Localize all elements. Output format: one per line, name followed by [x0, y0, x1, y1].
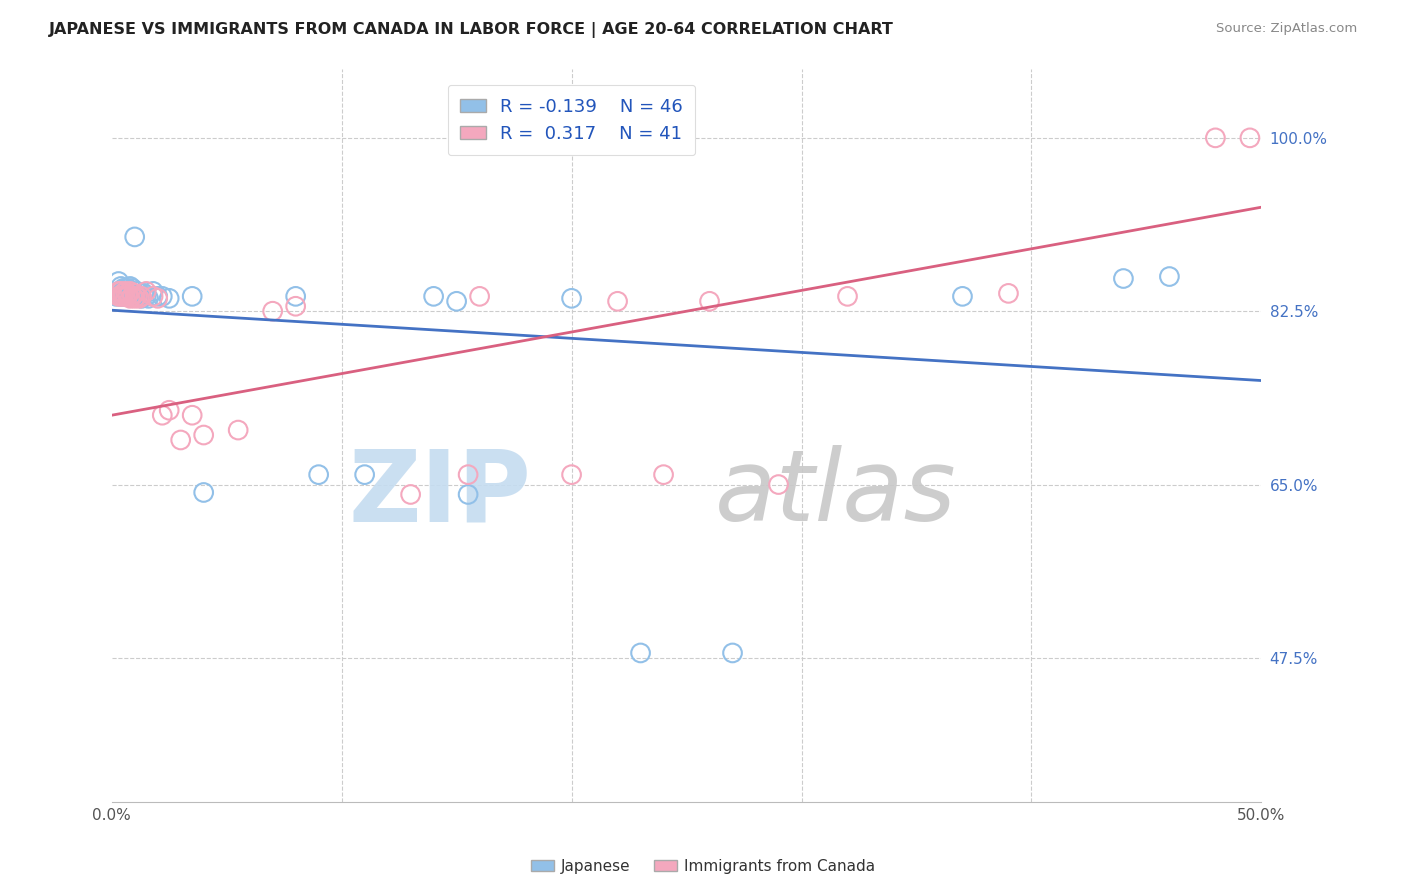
- Point: [107, 275, 129, 289]
- Text: ZIP: ZIP: [349, 445, 531, 542]
- Point: [997, 286, 1019, 301]
- Point: [837, 289, 859, 303]
- Point: [110, 289, 132, 303]
- Point: [124, 291, 146, 305]
- Point: [131, 289, 153, 303]
- Point: [121, 289, 143, 303]
- Point: [105, 289, 128, 303]
- Point: [135, 285, 157, 299]
- Point: [124, 286, 146, 301]
- Point: [110, 279, 132, 293]
- Point: [1159, 269, 1181, 284]
- Point: [1112, 271, 1135, 285]
- Point: [110, 285, 132, 299]
- Point: [117, 289, 139, 303]
- Point: [125, 285, 148, 299]
- Point: [138, 291, 160, 305]
- Point: [284, 289, 307, 303]
- Point: [114, 289, 136, 303]
- Point: [120, 279, 142, 293]
- Point: [1204, 131, 1226, 145]
- Point: [124, 230, 146, 244]
- Point: [606, 294, 628, 309]
- Point: [112, 281, 135, 295]
- Point: [457, 467, 479, 482]
- Point: [422, 289, 444, 303]
- Text: atlas: atlas: [716, 445, 957, 542]
- Point: [110, 285, 132, 299]
- Point: [135, 289, 157, 303]
- Point: [120, 285, 142, 299]
- Point: [630, 646, 652, 660]
- Point: [132, 286, 155, 301]
- Point: [117, 281, 139, 295]
- Point: [399, 487, 422, 501]
- Text: Source: ZipAtlas.com: Source: ZipAtlas.com: [1216, 22, 1357, 36]
- Point: [110, 289, 132, 303]
- Legend: R = -0.139    N = 46, R =  0.317    N = 41: R = -0.139 N = 46, R = 0.317 N = 41: [447, 85, 696, 155]
- Point: [1239, 131, 1261, 145]
- Point: [768, 477, 790, 491]
- Point: [120, 291, 142, 305]
- Point: [107, 289, 129, 303]
- Point: [114, 285, 136, 299]
- Point: [150, 408, 173, 422]
- Point: [112, 289, 135, 303]
- Text: JAPANESE VS IMMIGRANTS FROM CANADA IN LABOR FORCE | AGE 20-64 CORRELATION CHART: JAPANESE VS IMMIGRANTS FROM CANADA IN LA…: [49, 22, 894, 38]
- Point: [112, 286, 135, 301]
- Point: [561, 467, 583, 482]
- Point: [114, 289, 136, 303]
- Point: [120, 289, 142, 303]
- Point: [193, 428, 215, 442]
- Point: [117, 289, 139, 303]
- Point: [193, 485, 215, 500]
- Point: [652, 467, 675, 482]
- Legend: Japanese, Immigrants from Canada: Japanese, Immigrants from Canada: [524, 853, 882, 880]
- Point: [142, 289, 165, 303]
- Point: [457, 487, 479, 501]
- Point: [146, 291, 169, 305]
- Point: [131, 291, 153, 305]
- Point: [150, 289, 173, 303]
- Point: [157, 291, 180, 305]
- Point: [114, 285, 136, 299]
- Point: [117, 286, 139, 301]
- Point: [226, 423, 249, 437]
- Point: [117, 286, 139, 301]
- Point: [952, 289, 974, 303]
- Point: [114, 281, 136, 295]
- Point: [157, 403, 180, 417]
- Point: [121, 281, 143, 295]
- Point: [142, 285, 165, 299]
- Point: [721, 646, 744, 660]
- Point: [112, 289, 135, 303]
- Point: [146, 289, 169, 303]
- Point: [112, 285, 135, 299]
- Point: [181, 289, 204, 303]
- Point: [262, 304, 284, 318]
- Point: [181, 408, 204, 422]
- Point: [699, 294, 721, 309]
- Point: [128, 291, 150, 305]
- Point: [107, 285, 129, 299]
- Point: [561, 291, 583, 305]
- Point: [353, 467, 375, 482]
- Point: [124, 289, 146, 303]
- Point: [284, 299, 307, 313]
- Point: [308, 467, 330, 482]
- Point: [120, 285, 142, 299]
- Point: [125, 289, 148, 303]
- Point: [468, 289, 491, 303]
- Point: [121, 286, 143, 301]
- Point: [107, 285, 129, 299]
- Point: [446, 294, 468, 309]
- Point: [170, 433, 193, 447]
- Point: [128, 289, 150, 303]
